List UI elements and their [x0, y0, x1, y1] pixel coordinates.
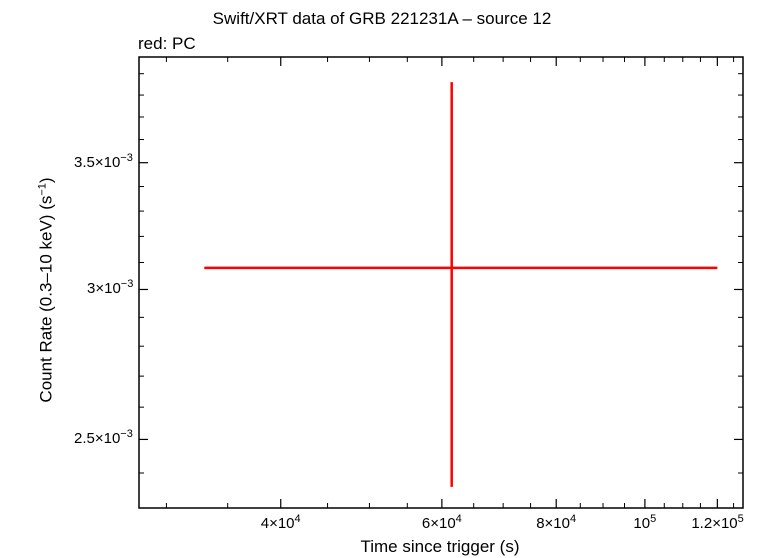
- x-tick-label-4: 1.2×105: [691, 513, 744, 532]
- y-tick-label-2: 3.5×10−3: [74, 151, 133, 171]
- x-tick-label-3: 105: [633, 513, 657, 532]
- chart-title: Swift/XRT data of GRB 221231A – source 1…: [212, 9, 552, 28]
- y-tick-label-0-text: 2.5×10: [74, 430, 121, 448]
- y-tick-label-0-exponent: −3: [120, 428, 133, 441]
- x-tick-label-4-text: 1.2×10: [691, 515, 738, 532]
- y-tick-label-0: 2.5×10−3: [74, 428, 133, 448]
- x-tick-label-2-exponent: 4: [570, 513, 577, 525]
- y-axis-label-text: Count Rate (0.3–10 keV) (s: [36, 195, 56, 403]
- y-tick-label-2-text: 3.5×10: [74, 153, 121, 171]
- x-tick-label-3-text: 10: [633, 515, 651, 532]
- y-axis-label: Count Rate (0.3–10 keV) (s−1): [36, 177, 56, 403]
- y-axis-label-exponent: −1: [36, 183, 49, 196]
- x-tick-label-0-exponent: 4: [294, 513, 301, 525]
- x-tick-label-4-exponent: 5: [737, 513, 744, 525]
- x-tick-label-1-exponent: 4: [455, 513, 462, 525]
- x-tick-label-1-text: 6×10: [421, 515, 456, 532]
- y-tick-label-2-exponent: −3: [120, 151, 133, 164]
- x-tick-label-3-exponent: 5: [650, 513, 657, 525]
- x-tick-label-2-text: 8×10: [536, 515, 570, 532]
- y-tick-label-1: 3×10−3: [87, 278, 134, 298]
- axis-ticks: [139, 57, 743, 508]
- x-tick-label-0: 4×104: [260, 513, 301, 532]
- data-marks: [204, 82, 718, 487]
- y-tick-label-1-exponent: −3: [120, 278, 134, 291]
- x-tick-label-1: 6×104: [421, 513, 462, 532]
- x-tick-label-0-text: 4×10: [260, 515, 295, 532]
- y-axis-label-close: ): [36, 177, 56, 184]
- chart-subtitle: red: PC: [138, 34, 196, 53]
- y-tick-label-1-text: 3×10: [87, 280, 121, 298]
- plot-frame: [138, 56, 744, 509]
- x-tick-label-2: 8×104: [536, 513, 577, 532]
- x-axis-label: Time since trigger (s): [360, 537, 520, 556]
